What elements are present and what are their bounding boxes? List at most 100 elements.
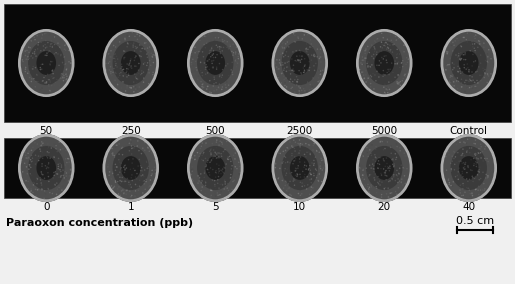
Point [57, 163, 65, 167]
Point [226, 154, 234, 159]
Point [401, 54, 409, 59]
Point [456, 58, 465, 62]
Point [33, 176, 41, 180]
Point [198, 141, 207, 145]
Point [303, 32, 312, 37]
Point [462, 185, 471, 190]
Point [365, 50, 373, 55]
Point [110, 56, 118, 61]
Point [188, 177, 196, 181]
Point [462, 141, 471, 146]
Point [371, 73, 379, 77]
Point [451, 154, 459, 159]
Point [201, 75, 209, 80]
Point [380, 170, 388, 175]
Point [142, 159, 150, 164]
Point [306, 178, 314, 182]
Point [26, 54, 35, 59]
Point [205, 48, 214, 53]
Point [197, 71, 205, 75]
Point [299, 86, 307, 91]
Point [107, 55, 115, 59]
Point [355, 65, 364, 70]
Point [45, 161, 53, 165]
Point [46, 62, 54, 66]
Point [41, 186, 49, 191]
Point [463, 170, 471, 175]
Point [36, 175, 44, 180]
Point [210, 48, 218, 52]
Point [31, 153, 40, 158]
Point [131, 168, 139, 173]
Point [359, 173, 367, 178]
Point [277, 81, 285, 85]
Point [463, 89, 471, 94]
Point [113, 173, 121, 178]
Point [385, 48, 393, 53]
Point [473, 152, 481, 157]
Point [216, 36, 224, 41]
Point [307, 185, 316, 189]
Point [301, 57, 309, 61]
Text: 20: 20 [377, 202, 391, 212]
Point [213, 52, 221, 57]
Point [37, 49, 45, 53]
Point [62, 42, 70, 46]
Point [131, 44, 140, 49]
Point [29, 145, 37, 150]
Point [400, 73, 408, 78]
Point [384, 186, 392, 191]
Point [467, 43, 475, 47]
Point [301, 163, 309, 168]
Point [192, 59, 200, 63]
Point [229, 42, 237, 47]
Point [38, 164, 46, 168]
Point [36, 67, 44, 72]
Point [220, 165, 228, 170]
Point [316, 166, 324, 171]
Point [445, 79, 454, 83]
Point [111, 145, 119, 149]
Point [231, 52, 239, 57]
Point [396, 166, 404, 170]
Point [294, 191, 302, 196]
Point [474, 192, 483, 196]
Point [139, 146, 147, 151]
Point [104, 164, 112, 169]
Point [387, 47, 395, 52]
Point [311, 68, 319, 73]
Point [456, 188, 464, 192]
Point [315, 150, 323, 154]
Point [366, 173, 374, 177]
Point [53, 181, 61, 185]
Point [308, 161, 316, 166]
Point [480, 156, 489, 161]
Point [461, 141, 469, 145]
Point [231, 59, 239, 63]
Point [127, 176, 135, 180]
Point [196, 188, 204, 193]
Point [390, 173, 398, 177]
Point [389, 70, 397, 75]
Point [360, 76, 369, 80]
Point [207, 188, 215, 193]
Text: 250: 250 [121, 126, 141, 136]
Point [27, 153, 36, 158]
Point [400, 43, 408, 47]
Point [468, 64, 476, 68]
Point [38, 187, 46, 192]
Point [44, 142, 52, 146]
Point [381, 44, 389, 48]
Point [394, 60, 403, 64]
Point [122, 89, 130, 93]
Point [453, 150, 461, 155]
Point [295, 68, 303, 73]
Point [30, 50, 39, 54]
Point [459, 166, 468, 170]
Point [462, 150, 471, 154]
Point [53, 149, 61, 154]
Point [22, 153, 30, 157]
Point [469, 175, 477, 180]
Point [124, 71, 132, 76]
Point [211, 191, 219, 196]
